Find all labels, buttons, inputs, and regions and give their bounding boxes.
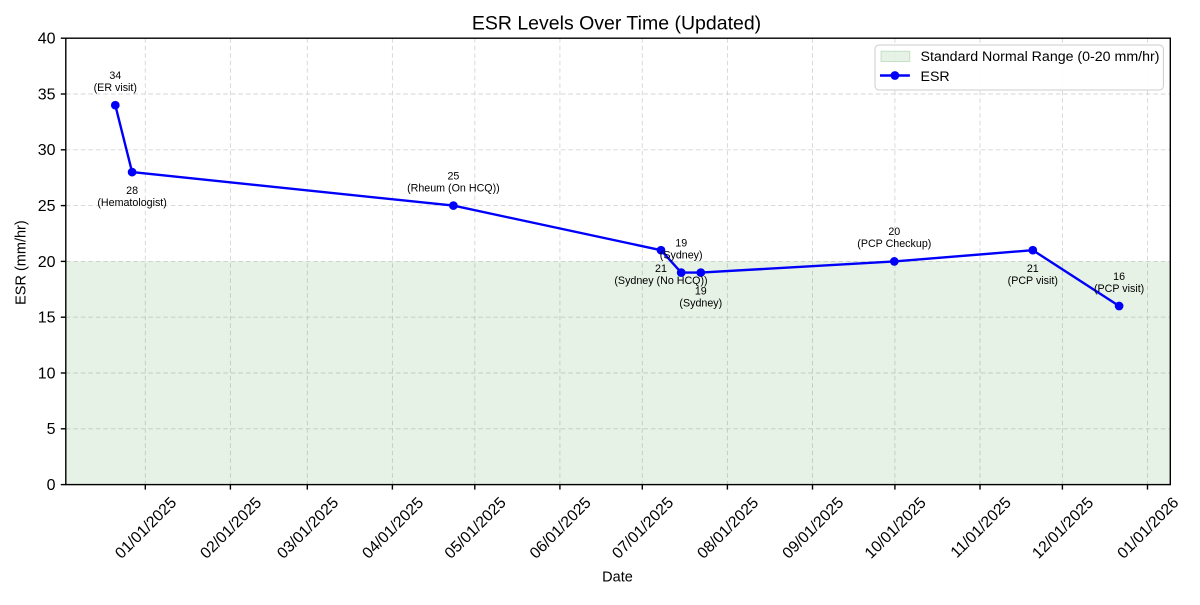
svg-text:34: 34 xyxy=(109,70,121,82)
svg-text:28: 28 xyxy=(126,185,138,197)
svg-text:ESR: ESR xyxy=(921,69,950,85)
svg-text:25: 25 xyxy=(38,198,56,215)
svg-text:19: 19 xyxy=(695,286,707,298)
svg-text:ESR (mm/hr): ESR (mm/hr) xyxy=(13,220,29,305)
svg-text:21: 21 xyxy=(655,263,667,275)
svg-text:(ER visit): (ER visit) xyxy=(94,82,137,94)
svg-text:15: 15 xyxy=(38,310,56,327)
svg-text:0: 0 xyxy=(47,477,56,494)
svg-text:10: 10 xyxy=(38,365,56,382)
svg-text:20: 20 xyxy=(888,226,900,238)
svg-text:(PCP visit): (PCP visit) xyxy=(1008,275,1058,287)
svg-text:Date: Date xyxy=(602,569,633,585)
svg-text:20: 20 xyxy=(38,254,56,271)
svg-text:16: 16 xyxy=(1113,271,1125,283)
svg-text:(PCP visit): (PCP visit) xyxy=(1094,283,1144,295)
svg-text:35: 35 xyxy=(38,86,56,103)
svg-text:(Hematologist): (Hematologist) xyxy=(97,197,167,209)
svg-text:21: 21 xyxy=(1027,263,1039,275)
svg-text:5: 5 xyxy=(47,421,56,438)
svg-text:(Sydney): (Sydney) xyxy=(679,298,722,310)
svg-text:(Sydney (No HCQ)): (Sydney (No HCQ)) xyxy=(614,275,707,287)
svg-text:Standard Normal Range (0-20 mm: Standard Normal Range (0-20 mm/hr) xyxy=(921,49,1160,65)
svg-text:(Sydney): (Sydney) xyxy=(660,249,703,261)
svg-text:ESR Levels Over Time (Updated): ESR Levels Over Time (Updated) xyxy=(472,12,761,34)
svg-text:40: 40 xyxy=(38,31,56,48)
svg-text:(PCP Checkup): (PCP Checkup) xyxy=(857,238,931,250)
svg-text:19: 19 xyxy=(675,237,687,249)
svg-text:30: 30 xyxy=(38,142,56,159)
svg-text:(Rheum (On HCQ)): (Rheum (On HCQ)) xyxy=(407,182,500,194)
svg-text:25: 25 xyxy=(447,170,459,182)
